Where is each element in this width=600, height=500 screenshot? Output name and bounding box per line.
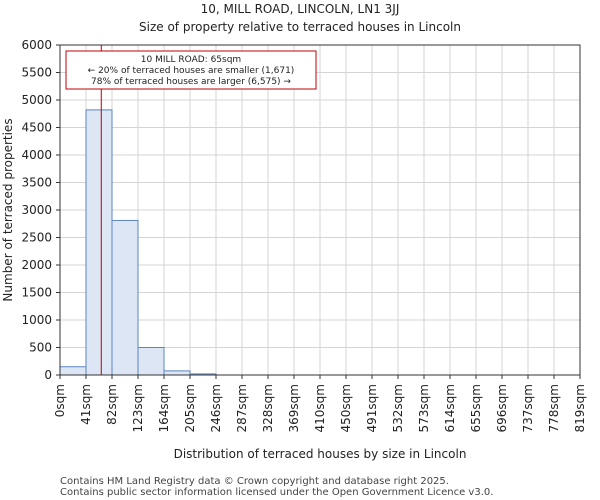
x-tick-label: 573sqm xyxy=(417,384,431,432)
bar xyxy=(137,347,165,376)
y-axis-ticks: 0 500 1000 1500 2000 2500 3000 3500 4000 4500 5000… xyxy=(21,38,60,382)
annotation-line-2: ← 20% of terraced houses are smaller (1,… xyxy=(88,66,295,76)
x-tick-label: 737sqm xyxy=(521,384,535,432)
x-tick-label: 778sqm xyxy=(547,384,561,432)
annotation-line-1: 10 MILL ROAD: 65sqm xyxy=(141,55,241,65)
y-tick-label: 500 xyxy=(29,341,52,355)
annotation-line-3: 78% of terraced houses are larger (6,575… xyxy=(91,77,291,87)
y-tick-label: 2000 xyxy=(21,258,52,272)
x-tick-label: 164sqm xyxy=(157,384,171,432)
x-tick-label: 205sqm xyxy=(183,384,197,432)
x-tick-label: 532sqm xyxy=(391,384,405,432)
y-tick-label: 2500 xyxy=(21,231,52,245)
bar xyxy=(163,370,191,376)
x-tick-label: 491sqm xyxy=(365,384,379,432)
y-tick-label: 0 xyxy=(44,368,52,382)
x-axis-label: Distribution of terraced houses by size … xyxy=(174,447,467,461)
chart-subtitle: Size of property relative to terraced ho… xyxy=(139,20,461,34)
x-tick-label: 123sqm xyxy=(131,384,145,432)
footer-line-2: Contains public sector information licen… xyxy=(60,487,493,498)
x-tick-label: 450sqm xyxy=(339,384,353,432)
x-tick-label: 655sqm xyxy=(469,384,483,432)
footer-line-1: Contains HM Land Registry data © Crown c… xyxy=(60,476,449,487)
x-tick-label: 369sqm xyxy=(287,384,301,432)
bar xyxy=(111,219,139,376)
y-tick-label: 3500 xyxy=(21,176,52,190)
x-tick-label: 819sqm xyxy=(573,384,587,432)
chart-title: 10, MILL ROAD, LINCOLN, LN1 3JJ xyxy=(201,2,400,16)
x-tick-label: 410sqm xyxy=(313,384,327,432)
y-tick-label: 6000 xyxy=(21,38,52,52)
x-tick-label: 287sqm xyxy=(235,384,249,432)
x-tick-label: 246sqm xyxy=(209,384,223,432)
y-tick-label: 5000 xyxy=(21,93,52,107)
x-tick-label: 0sqm xyxy=(53,384,67,417)
x-tick-label: 41sqm xyxy=(79,384,93,425)
x-axis-ticks: 0sqm 41sqm 82sqm 123sqm 164sqm 205sqm 246sqm 28… xyxy=(53,375,587,432)
y-tick-label: 4000 xyxy=(21,148,52,162)
y-tick-label: 4500 xyxy=(21,121,52,135)
x-tick-label: 328sqm xyxy=(261,384,275,432)
bar xyxy=(59,366,87,376)
x-tick-label: 614sqm xyxy=(443,384,457,432)
y-tick-label: 3000 xyxy=(21,203,52,217)
x-tick-label: 696sqm xyxy=(495,384,509,432)
bar xyxy=(85,109,113,376)
y-tick-label: 1000 xyxy=(21,313,52,327)
y-tick-label: 5500 xyxy=(21,66,52,80)
y-axis-label: Number of terraced properties xyxy=(1,118,15,301)
x-tick-label: 82sqm xyxy=(105,384,119,425)
bars xyxy=(59,109,217,376)
annotation-box: 10 MILL ROAD: 65sqm ← 20% of terraced ho… xyxy=(65,50,317,90)
y-tick-label: 1500 xyxy=(21,286,52,300)
